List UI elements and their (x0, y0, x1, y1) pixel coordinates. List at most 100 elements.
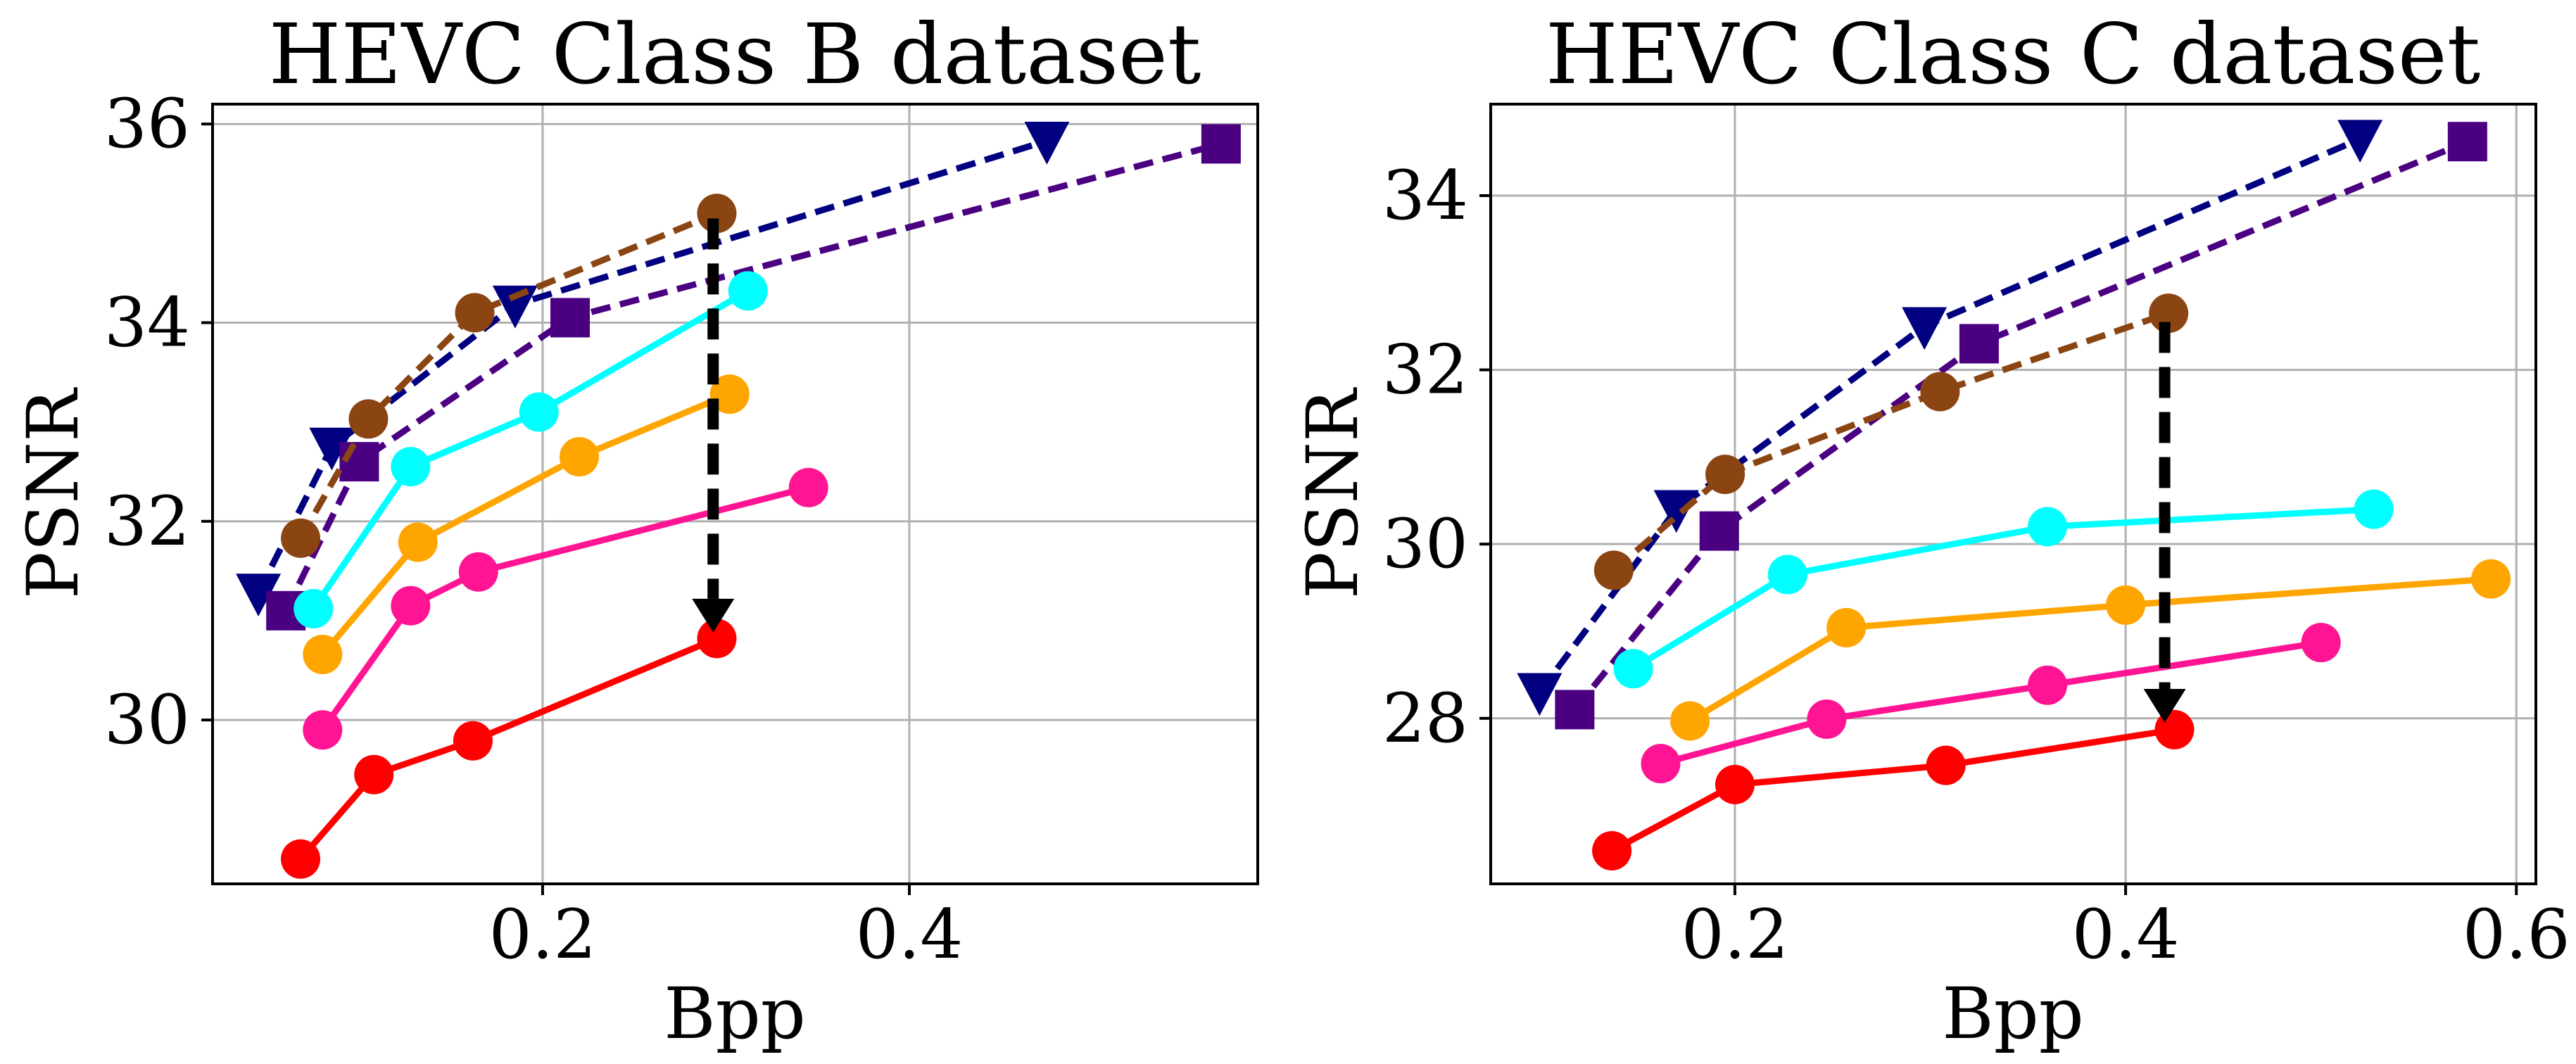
series-7 (1592, 709, 2195, 870)
data-point-circle (458, 552, 498, 592)
data-point-circle (2106, 585, 2146, 625)
data-point-circle (453, 721, 493, 761)
series-1 (1517, 120, 2383, 716)
data-point-circle (2301, 623, 2341, 663)
data-point-square (1699, 511, 1739, 551)
x-axis-label-class-c: Bpp (1942, 973, 2084, 1055)
y-tick-label: 28 (1382, 679, 1468, 758)
data-point-circle (709, 374, 750, 414)
series-line (1631, 506, 2374, 672)
data-point-circle (1767, 555, 1807, 595)
data-point-triangle (1653, 490, 1699, 533)
series-line (283, 141, 1223, 612)
y-axis-label-class-b: PSNR (12, 387, 94, 599)
series-line (1610, 726, 2176, 854)
series-line (1688, 576, 2492, 724)
series-line (1660, 639, 2322, 767)
series-3 (1593, 293, 2189, 590)
series-class-b (236, 122, 1241, 879)
plot-frame-class-b (211, 103, 1259, 885)
data-point-triangle (1517, 673, 1562, 716)
series-6 (1641, 623, 2341, 784)
series-line (1572, 139, 2469, 712)
series-4 (1613, 489, 2394, 689)
data-point-triangle (1902, 307, 1947, 350)
data-point-circle (1926, 745, 1966, 785)
series-3 (281, 194, 737, 558)
arrow-head (692, 598, 735, 633)
series-5 (1670, 559, 2511, 741)
data-point-circle (293, 589, 334, 629)
data-point-circle (2028, 507, 2068, 547)
data-point-circle (1593, 550, 1634, 590)
data-point-circle (391, 585, 431, 626)
x-tick-label: 0.2 (1681, 895, 1789, 974)
data-point-circle (303, 710, 343, 750)
y-tick-label: 32 (104, 482, 190, 561)
x-tick-label: 0.6 (2463, 895, 2570, 974)
y-tick-label: 30 (1382, 505, 1468, 583)
data-point-square (1201, 124, 1241, 164)
y-tick-label: 32 (1382, 331, 1468, 410)
data-point-circle (697, 619, 737, 659)
chart-title-class-b: HEVC Class B dataset (269, 6, 1201, 103)
data-point-circle (1705, 455, 1745, 495)
chart-panel-class-c: 0.2 0.4 0.6 28 30 32 34 HEVC Class C dataset B… (1292, 6, 2570, 1055)
series-7 (281, 619, 737, 879)
data-point-circle (697, 194, 737, 234)
series-5 (303, 374, 750, 674)
chart-title-class-c: HEVC Class C dataset (1546, 6, 2480, 103)
data-point-circle (1670, 701, 1710, 741)
data-point-triangle (309, 427, 355, 471)
data-point-circle (1826, 608, 1867, 648)
y-tick-label: 34 (1382, 156, 1468, 235)
ticks-class-b: 0.2 0.4 30 32 34 36 (104, 84, 963, 974)
arrow-class-c (2143, 322, 2186, 723)
grid-class-c (1491, 104, 2536, 884)
data-point-circle (2354, 489, 2394, 529)
series-line (320, 391, 731, 657)
data-point-circle (455, 293, 495, 333)
y-tick-label: 34 (104, 284, 190, 362)
data-point-circle (281, 839, 321, 879)
data-point-circle (1807, 699, 1847, 740)
series-class-c (1517, 120, 2511, 870)
data-point-circle (2149, 293, 2189, 334)
data-point-circle (1715, 764, 1755, 804)
series-2 (1555, 122, 2487, 730)
data-point-square (2447, 122, 2487, 162)
arrow-head (2143, 688, 2186, 723)
series-line (320, 484, 809, 732)
y-axis-label-class-c: PSNR (1292, 387, 1374, 599)
data-point-square (550, 298, 591, 338)
data-point-square (1555, 690, 1595, 730)
data-point-circle (354, 754, 394, 794)
plot-frame-class-c (1489, 103, 2537, 885)
series-line (1536, 136, 2361, 695)
arrow-class-b (692, 218, 735, 633)
data-point-circle (348, 399, 389, 439)
grid-class-b (213, 104, 1258, 884)
data-point-circle (519, 392, 559, 432)
data-point-circle (1641, 744, 1681, 784)
data-point-circle (1613, 649, 1653, 689)
data-point-circle (398, 522, 438, 562)
y-tick-label: 30 (104, 680, 190, 759)
data-point-triangle (2337, 120, 2383, 163)
data-point-triangle (236, 574, 282, 617)
series-6 (303, 467, 828, 750)
data-point-circle (788, 467, 828, 507)
data-point-circle (1592, 830, 1632, 870)
x-tick-label: 0.2 (489, 895, 597, 974)
y-tick-label: 36 (104, 84, 190, 163)
series-1 (236, 122, 1070, 617)
data-point-circle (2028, 665, 2068, 705)
series-4 (293, 271, 768, 629)
x-axis-label-class-b: Bpp (664, 973, 806, 1055)
x-tick-label: 0.4 (856, 895, 964, 974)
data-point-circle (391, 447, 431, 487)
data-point-square (1959, 324, 1999, 364)
series-line (298, 635, 719, 861)
